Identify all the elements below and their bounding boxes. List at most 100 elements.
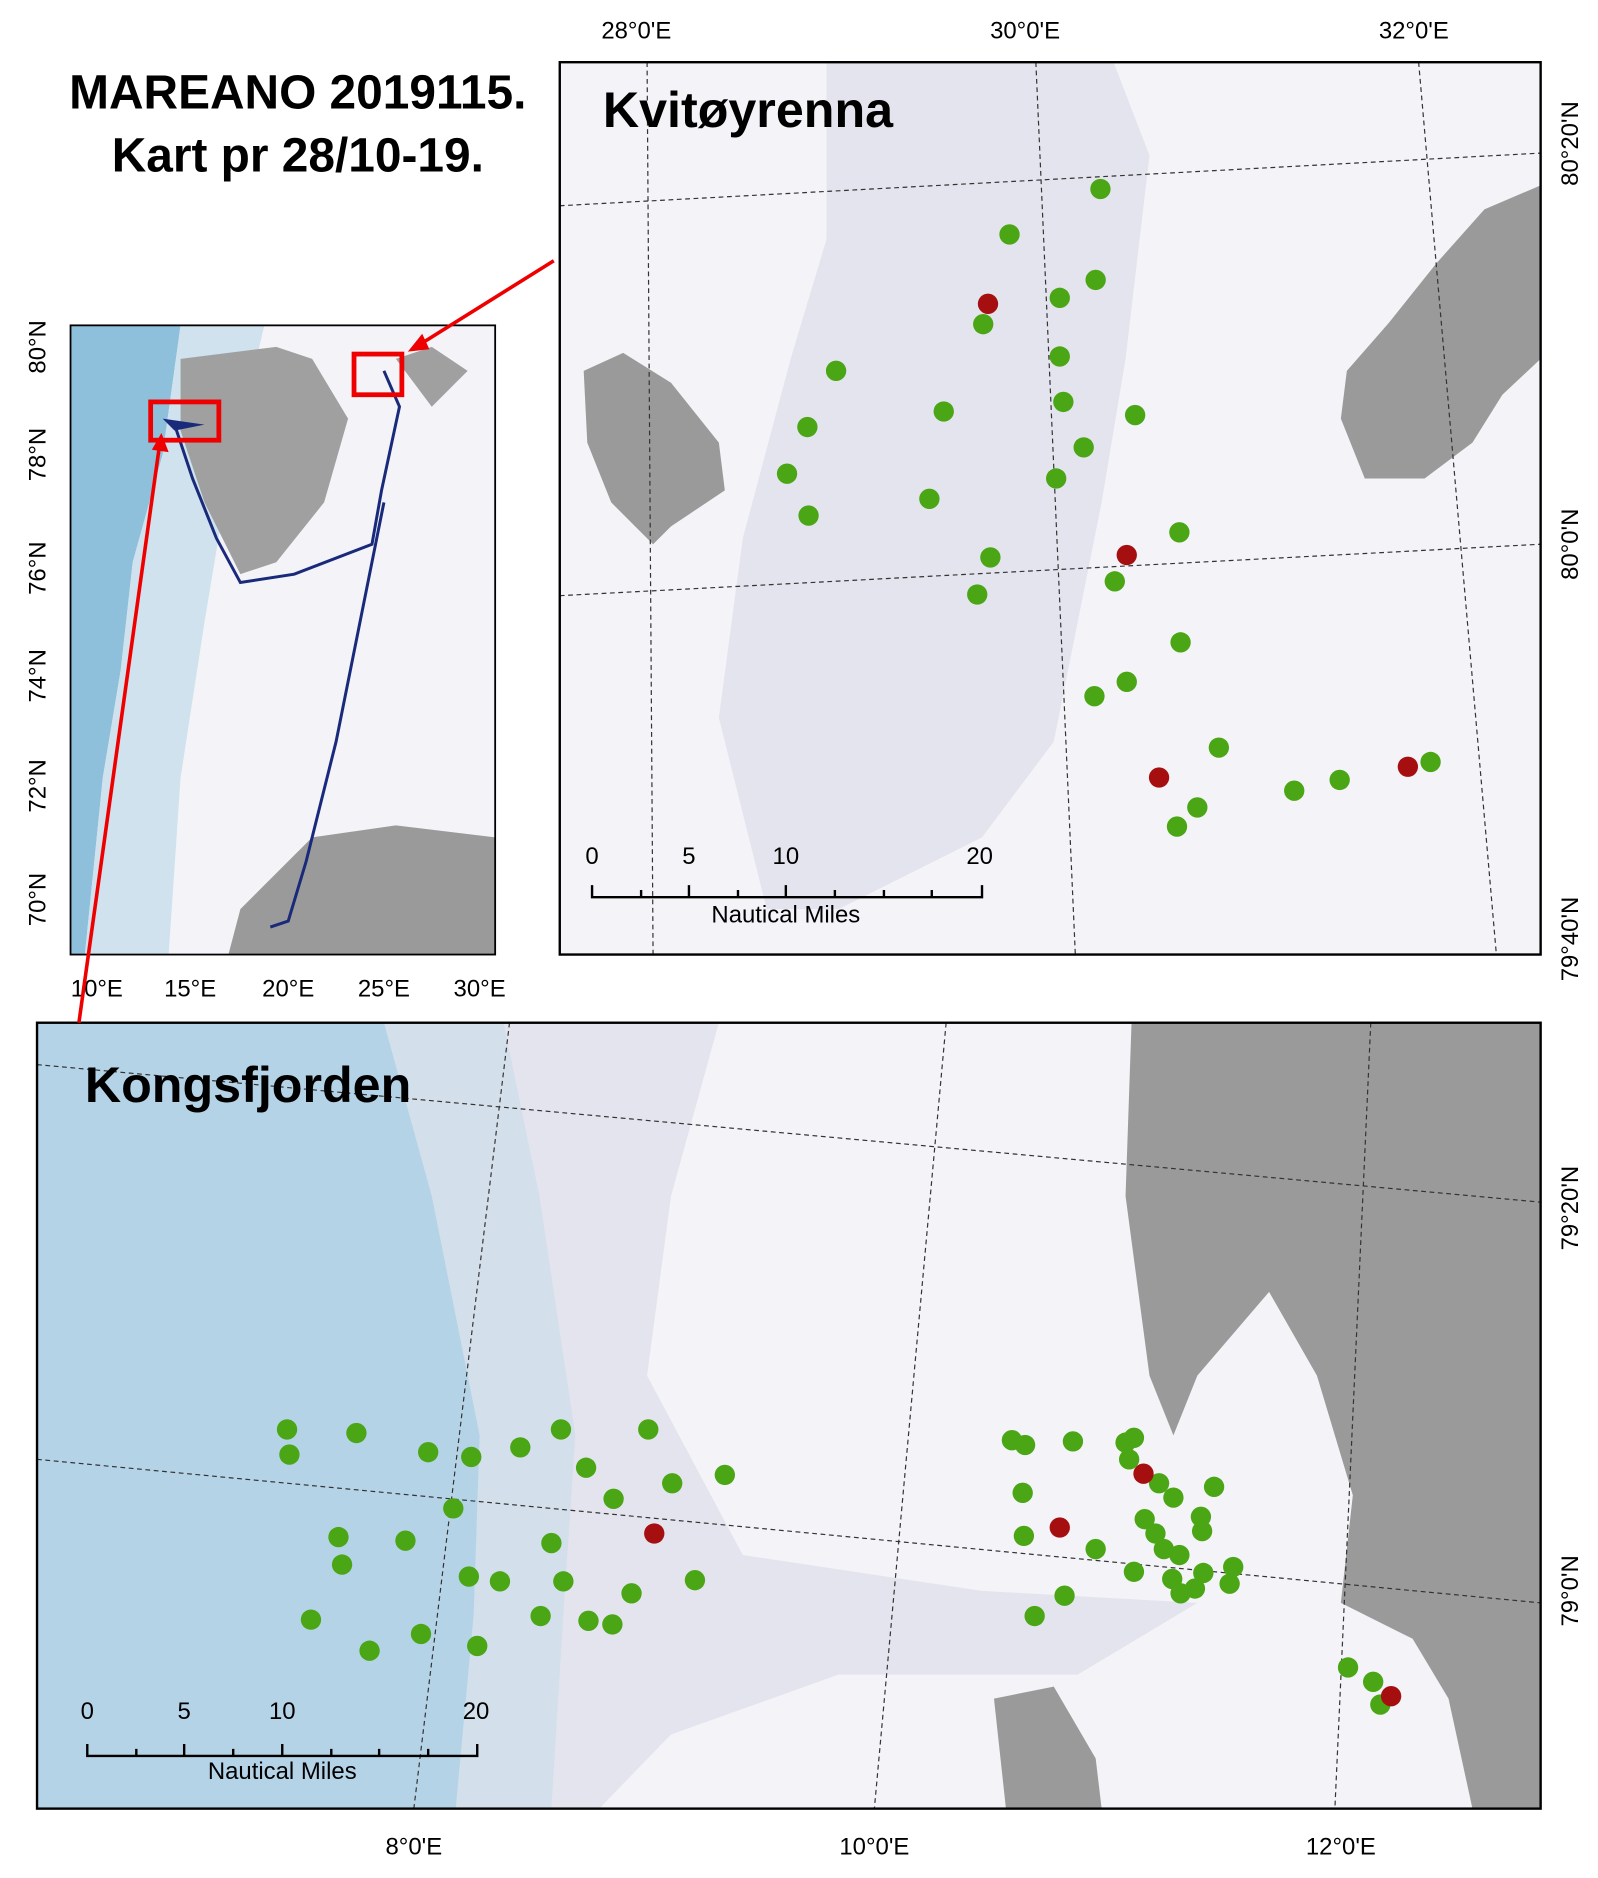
station-completed xyxy=(1053,391,1074,413)
overview-map: 80°N 78°N 76°N 74°N 72°N 70°N 10°E 15°E … xyxy=(25,320,506,1003)
scale-label: 20 xyxy=(463,1698,490,1725)
trough xyxy=(718,62,1150,910)
scale-unit: Nautical Miles xyxy=(711,902,860,929)
lon-label: 8°0'E xyxy=(385,1833,442,1860)
lat-label: 80°0'N xyxy=(1557,509,1584,580)
kvitoyrenna-box xyxy=(351,351,405,398)
station-completed xyxy=(1163,1487,1184,1508)
lat-label: 80°20'N xyxy=(1557,101,1584,186)
station-completed xyxy=(1104,571,1125,592)
lat-label: 80°N xyxy=(25,320,52,373)
station-completed xyxy=(467,1635,488,1657)
station-pending xyxy=(977,293,999,314)
station-completed xyxy=(1170,632,1191,653)
graticule xyxy=(1334,1022,1372,1809)
overview-norway xyxy=(228,825,496,955)
station-completed xyxy=(461,1446,482,1468)
overview-svalbard xyxy=(180,346,349,575)
station-completed xyxy=(1124,404,1146,426)
land xyxy=(583,352,725,545)
station-completed xyxy=(919,488,940,509)
graticule xyxy=(559,543,1541,597)
lon-label: 25°E xyxy=(358,976,410,1003)
station-completed xyxy=(684,1569,706,1591)
station-completed xyxy=(1084,686,1105,707)
deep-sea xyxy=(37,1022,480,1809)
station-completed xyxy=(489,1571,511,1592)
station-completed xyxy=(1420,751,1441,773)
station-completed xyxy=(603,1488,624,1509)
overview-frame xyxy=(69,324,497,956)
arrow-head xyxy=(151,433,169,453)
lon-label: 15°E xyxy=(164,976,216,1003)
lat-label: 70°N xyxy=(25,873,52,926)
station-completed xyxy=(621,1583,642,1604)
station-completed xyxy=(602,1614,623,1635)
station-pending xyxy=(1148,767,1170,788)
overview-kvitoya xyxy=(395,346,468,407)
station-completed xyxy=(638,1419,659,1440)
station-completed xyxy=(328,1526,349,1548)
lon-label: 30°E xyxy=(454,976,506,1003)
scale-bar xyxy=(590,885,984,899)
arrow xyxy=(77,448,161,1023)
overview-track xyxy=(269,502,386,929)
lon-label: 28°0'E xyxy=(601,18,671,45)
station-pending xyxy=(1397,756,1419,777)
station-completed xyxy=(1169,1544,1190,1566)
land xyxy=(1125,1022,1541,1809)
station-completed xyxy=(395,1530,416,1551)
station-completed xyxy=(798,505,819,526)
station-completed xyxy=(1219,1573,1240,1594)
station-completed xyxy=(510,1437,531,1458)
lon-label: 32°0'E xyxy=(1379,18,1449,45)
station-completed xyxy=(279,1444,300,1465)
graticule xyxy=(1418,62,1497,955)
scale-bar xyxy=(86,1744,479,1758)
kongsfjorden-panel: Kongsfjorden 79°20'N 79°0'N 8°0'E 10°0'E… xyxy=(35,1021,1584,1860)
station-completed xyxy=(1148,1473,1170,1494)
station-completed xyxy=(1054,1585,1075,1606)
station-completed xyxy=(443,1498,464,1519)
station-completed xyxy=(714,1464,736,1486)
station-completed xyxy=(1153,1538,1175,1560)
station-completed xyxy=(1062,1431,1084,1452)
station-completed xyxy=(1049,346,1070,367)
station-completed xyxy=(1362,1671,1384,1692)
station-pending xyxy=(1380,1686,1402,1707)
station-completed xyxy=(825,360,847,381)
station-completed xyxy=(1187,797,1208,818)
station-pending xyxy=(1049,1517,1070,1538)
panel-frame xyxy=(558,61,1542,956)
lat-label: 72°N xyxy=(25,759,52,812)
station-completed xyxy=(967,584,988,605)
station-completed xyxy=(1118,1449,1140,1470)
kvitoyrenna-panel: Kvitøyrenna 28°0'E 30°0'E 32°0'E 80°20'N… xyxy=(558,18,1584,982)
station-completed xyxy=(980,547,1001,568)
scale-label: 20 xyxy=(966,843,993,870)
station-completed xyxy=(1085,1538,1106,1560)
station-completed xyxy=(1193,1562,1214,1584)
scale-label: 10 xyxy=(773,843,800,870)
station-completed xyxy=(1329,769,1350,791)
graticule xyxy=(646,62,654,955)
graticule xyxy=(559,152,1541,207)
station-completed xyxy=(550,1419,572,1440)
lon-label: 10°0'E xyxy=(839,1833,909,1860)
lon-label: 10°E xyxy=(71,976,123,1003)
station-completed xyxy=(1073,437,1094,458)
arrows xyxy=(77,259,555,1023)
station-completed xyxy=(1123,1427,1145,1448)
station-completed xyxy=(1184,1578,1206,1599)
panel-title: Kvitøyrenna xyxy=(603,82,894,138)
station-completed xyxy=(300,1609,322,1630)
land xyxy=(1340,185,1541,479)
scale-unit: Nautical Miles xyxy=(208,1758,357,1785)
arrow-head xyxy=(407,333,430,352)
lat-label: 79°40'N xyxy=(1557,897,1584,982)
station-completed xyxy=(1208,737,1230,758)
station-completed xyxy=(346,1422,367,1444)
scale-label: 5 xyxy=(682,843,695,870)
station-pending xyxy=(1133,1463,1154,1484)
